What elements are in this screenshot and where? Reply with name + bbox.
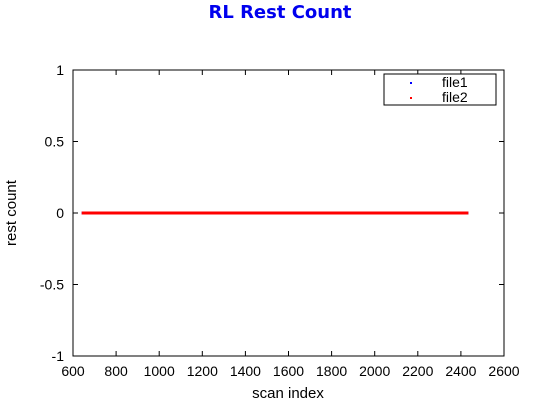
data-points xyxy=(81,211,469,215)
y-tick-label: 0.5 xyxy=(45,134,65,150)
legend-box xyxy=(383,73,497,106)
chart-title: RL Rest Count xyxy=(208,2,351,23)
legend-marker-file1 xyxy=(410,82,412,84)
x-tick-label: 1200 xyxy=(187,363,218,379)
x-tick-label: 1400 xyxy=(230,363,261,379)
legend-label-file1: file1 xyxy=(442,74,468,90)
y-tick-label: -1 xyxy=(52,348,65,364)
x-tick-label: 2200 xyxy=(402,363,433,379)
y-tick-label: 1 xyxy=(56,62,64,78)
x-tick-label: 1800 xyxy=(316,363,347,379)
x-tick-label: 800 xyxy=(104,363,128,379)
x-tick-label: 1000 xyxy=(144,363,175,379)
data-point xyxy=(466,211,469,215)
series-file2 xyxy=(81,211,469,215)
y-tick-label: 0 xyxy=(56,205,64,221)
x-tick-label: 2600 xyxy=(488,363,519,379)
x-tick-label: 600 xyxy=(61,363,85,379)
y-axis-label: rest count xyxy=(3,179,20,246)
x-tick-label: 2400 xyxy=(445,363,476,379)
legend-marker-file2 xyxy=(410,97,412,99)
axis-ticks: 600 800 1000 1200 1400 1600 1800 2000 2200 2400 26… xyxy=(40,62,520,379)
legend: file1 file2 xyxy=(383,73,497,106)
x-tick-label: 1600 xyxy=(273,363,304,379)
legend-label-file2: file2 xyxy=(442,89,468,105)
y-tick-label: -0.5 xyxy=(40,277,64,293)
x-axis-label: scan index xyxy=(252,385,324,402)
x-tick-label: 2000 xyxy=(359,363,390,379)
